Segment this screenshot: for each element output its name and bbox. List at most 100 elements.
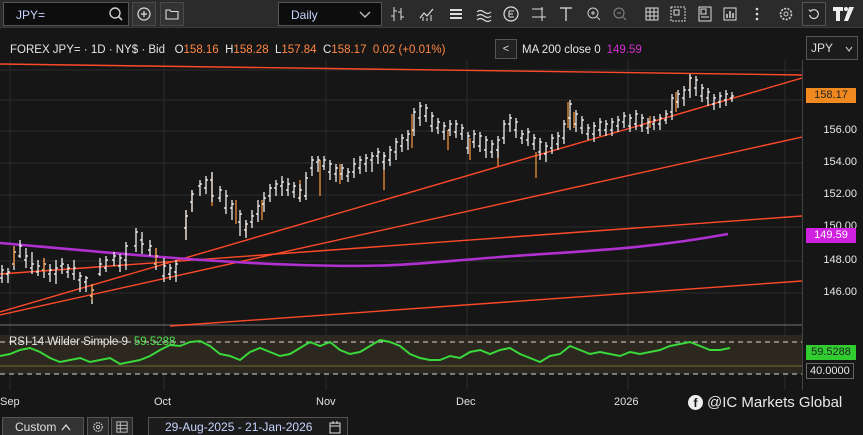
crosshair-icon	[532, 7, 546, 21]
more-options-button[interactable]	[749, 6, 765, 22]
indicator-icon	[419, 8, 434, 21]
wave-icon	[476, 9, 492, 23]
template-button[interactable]	[697, 6, 713, 22]
last-price-tag: 158.17	[806, 88, 856, 103]
top-toolbar: JPY= Daily	[0, 0, 863, 28]
price-tick: 154.00	[823, 156, 857, 168]
zoom-in-icon	[587, 7, 601, 21]
time-label: Nov	[316, 396, 336, 408]
trendline-4[interactable]	[169, 280, 802, 327]
price-tick: 152.00	[823, 188, 857, 200]
events-button[interactable]	[503, 6, 519, 22]
text-tool-button[interactable]	[558, 6, 574, 22]
euro-circle-icon	[503, 6, 519, 22]
zoom-out-icon	[613, 7, 627, 21]
ma-200-line[interactable]	[0, 232, 729, 268]
lines-button[interactable]	[448, 6, 464, 22]
reset-icon	[808, 9, 819, 19]
trendline-3[interactable]	[0, 215, 802, 275]
range-custom-button[interactable]: Custom	[2, 417, 84, 435]
time-label: Oct	[154, 396, 172, 408]
range-settings-button[interactable]	[87, 417, 109, 435]
period-value: Daily	[291, 8, 318, 22]
ohlc-bars	[0, 74, 734, 304]
gear-icon	[779, 7, 793, 21]
crosshair-button[interactable]	[531, 6, 547, 22]
ma-label: MA 200 close 0	[522, 44, 601, 56]
indicators-button[interactable]	[419, 6, 435, 22]
symbol-value: JPY=	[16, 8, 46, 22]
bar-style-icon	[391, 7, 404, 21]
rsi-value-tag: 59.5288	[806, 345, 856, 360]
resistance-line[interactable]	[0, 63, 802, 76]
calendar-icon[interactable]	[329, 420, 341, 434]
legend-bar: FOREX JPY= · 1D · NY$ · Bid O158.16 H158…	[0, 36, 800, 64]
layout-grid-button[interactable]	[111, 417, 133, 435]
gear-icon	[93, 422, 103, 432]
low-value: 157.84	[281, 44, 317, 56]
chevron-down-icon	[359, 11, 371, 18]
high-label: H	[225, 44, 234, 56]
rsi-name: RSI 14 Wilder Simple 9	[9, 336, 128, 348]
zoom-out-button[interactable]	[612, 6, 628, 22]
bottom-bar: Custom 29-Aug-2025 - 21-Jan-2026	[0, 415, 863, 435]
search-icon[interactable]	[108, 6, 124, 22]
wave-button[interactable]	[476, 6, 492, 23]
open-folder-button[interactable]	[160, 2, 184, 26]
ma-value: 149.59	[606, 44, 642, 56]
time-label: Sep	[0, 396, 20, 408]
rsi-line[interactable]	[0, 338, 731, 366]
lines-icon	[450, 9, 462, 19]
range-custom-label: Custom	[15, 420, 57, 434]
time-label: 2026	[614, 396, 639, 408]
snapshot-button[interactable]	[670, 6, 686, 22]
trendline-1[interactable]	[0, 77, 802, 313]
symbol-search-input[interactable]: JPY=	[3, 2, 129, 26]
rsi-level-tag: 40.0000	[806, 363, 854, 379]
chevron-down-icon	[845, 46, 853, 52]
data-table-button[interactable]	[644, 6, 660, 22]
trendline-2[interactable]	[0, 136, 802, 316]
price-tick: 146.00	[823, 286, 857, 298]
rsi-value: 59.5288	[133, 336, 176, 348]
price-tick: 148.00	[823, 254, 857, 266]
facebook-icon: f	[688, 395, 703, 410]
settings-button[interactable]	[778, 6, 794, 22]
folder-icon	[165, 9, 179, 20]
ma-price-tag: 149.59	[806, 228, 856, 243]
date-range-value: 29-Aug-2025 - 21-Jan-2026	[165, 420, 313, 434]
price-chart-plot[interactable]	[0, 60, 802, 390]
tradingview-logo	[833, 7, 854, 21]
collapse-legend-button[interactable]: <	[495, 39, 517, 59]
high-value: 158.28	[233, 44, 269, 56]
text-icon	[560, 7, 572, 21]
legend-title: FOREX JPY= · 1D · NY$ · Bid	[10, 44, 165, 56]
close-label: C	[322, 44, 332, 56]
price-axis[interactable]: 158.17 156.00 154.00 152.00 150.00 149.5…	[802, 60, 863, 390]
zoom-in-button[interactable]	[586, 6, 602, 22]
date-range-input[interactable]: 29-Aug-2025 - 21-Jan-2026	[148, 417, 348, 435]
change-value: 0.02 (+0.01%)	[372, 44, 446, 56]
ohlc-legend: FOREX JPY= · 1D · NY$ · Bid O158.16 H158…	[10, 44, 445, 56]
table-icon	[645, 7, 659, 21]
chart-stats-icon	[723, 7, 737, 21]
add-circle-icon	[137, 7, 151, 21]
trendlines[interactable]	[0, 63, 802, 327]
currency-select[interactable]: JPY	[806, 36, 858, 60]
watermark: f @IC Markets Global	[688, 394, 842, 411]
chevron-up-icon	[61, 423, 71, 431]
period-select[interactable]: Daily	[278, 2, 382, 26]
bar-style-button[interactable]	[390, 6, 406, 22]
template-icon	[698, 6, 712, 22]
ma-legend: MA 200 close 0 149.59	[522, 44, 642, 56]
add-symbol-button[interactable]	[132, 2, 156, 26]
close-value: 158.17	[331, 44, 367, 56]
low-label: L	[275, 44, 282, 56]
reset-button[interactable]	[802, 2, 826, 26]
time-label: Dec	[456, 396, 476, 408]
chart-stats-button[interactable]	[722, 6, 738, 22]
snapshot-icon	[670, 6, 686, 22]
more-vertical-icon	[755, 7, 759, 21]
watermark-text: @IC Markets Global	[707, 394, 843, 411]
